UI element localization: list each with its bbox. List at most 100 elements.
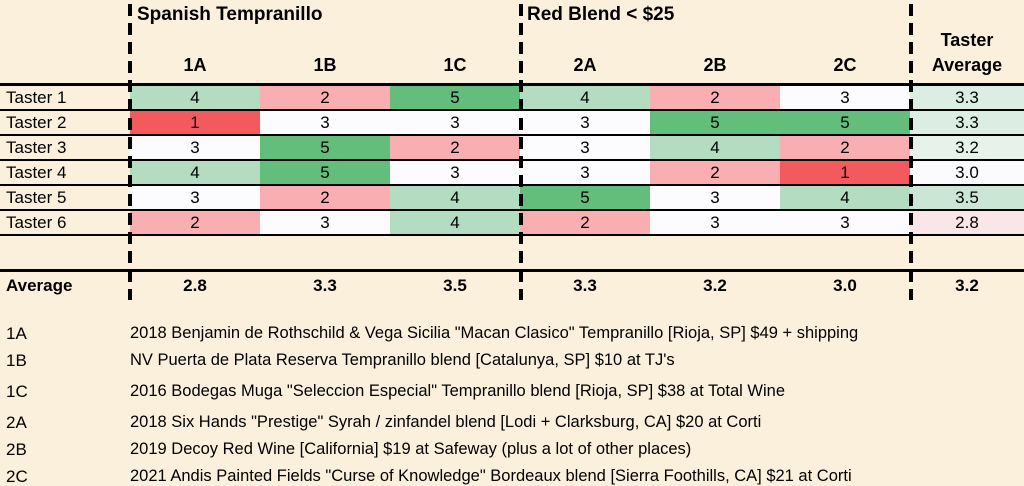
row-average-cell: 3.2	[910, 136, 1024, 159]
section-title-red-blend: Red Blend < $25	[527, 4, 675, 25]
score-cell: 3	[780, 86, 910, 109]
column-average-cell: 3.5	[443, 275, 467, 295]
taster-average-header: Taster Average	[910, 28, 1024, 78]
column-average-cell: 3.0	[833, 275, 857, 295]
score-cell: 2	[130, 211, 260, 234]
column-headers: 1A 1B 1C 2A 2B 2C	[130, 52, 910, 78]
row-average-cell: 3.5	[910, 186, 1024, 209]
row-label: Taster 3	[6, 137, 67, 157]
wine-legend: 1A 2018 Benjamin de Rothschild & Vega Sic…	[0, 320, 1024, 486]
score-cell: 1	[130, 111, 260, 134]
score-cell: 4	[780, 186, 910, 209]
table-row: Taster 6 2 3 4 2 3 3 2.8	[0, 211, 1024, 236]
legend-code-2B: 2B	[6, 439, 27, 459]
score-cell: 4	[130, 161, 260, 184]
score-cell: 5	[650, 111, 780, 134]
section-title-spanish-tempranillo: Spanish Tempranillo	[137, 4, 323, 25]
row-average-cell: 3.0	[910, 161, 1024, 184]
column-header-2C: 2C	[833, 55, 857, 75]
row-average-cell: 2.8	[910, 211, 1024, 234]
legend-description-2B: 2019 Decoy Red Wine [California] $19 at …	[130, 440, 692, 458]
row-label: Taster 4	[6, 162, 67, 182]
row-average-cell: 3.3	[910, 86, 1024, 109]
score-cell: 5	[260, 161, 390, 184]
legend-description-1B: NV Puerta de Plata Reserva Tempranillo b…	[130, 351, 675, 369]
average-row-separator	[0, 269, 1024, 272]
row-average-cell: 3.3	[910, 111, 1024, 134]
legend-description-2A: 2018 Six Hands "Prestige" Syrah / zinfan…	[130, 413, 762, 431]
table-row: Taster 1 4 2 5 4 2 3 3.3	[0, 86, 1024, 111]
legend-row: 1A 2018 Benjamin de Rothschild & Vega Sic…	[0, 320, 1024, 347]
score-cell: 4	[520, 86, 650, 109]
column-average-cell: 3.2	[703, 275, 727, 295]
legend-code-1C: 1C	[6, 381, 28, 401]
column-header-1A: 1A	[183, 55, 207, 75]
legend-code-1B: 1B	[6, 350, 27, 370]
row-label: Taster 1	[6, 87, 67, 107]
section-divider-dashed-line-2	[519, 4, 523, 300]
score-cell: 3	[650, 186, 780, 209]
section-divider-dashed-line-3	[909, 4, 913, 300]
score-cell: 3	[130, 136, 260, 159]
row-label: Taster 5	[6, 187, 67, 207]
row-label: Taster 6	[6, 212, 67, 232]
legend-code-2A: 2A	[6, 412, 27, 432]
score-cell: 5	[780, 111, 910, 134]
score-cell: 4	[650, 136, 780, 159]
score-cell: 5	[390, 86, 520, 109]
row-label: Taster 2	[6, 112, 67, 132]
column-header-1C: 1C	[443, 55, 467, 75]
legend-row: 1B NV Puerta de Plata Reserva Tempranillo…	[0, 347, 1024, 374]
legend-row: 2C 2021 Andis Painted Fields "Curse of Kn…	[0, 463, 1024, 486]
score-cell: 2	[650, 86, 780, 109]
score-cell: 3	[520, 111, 650, 134]
score-cell: 4	[390, 186, 520, 209]
score-rows: Taster 1 4 2 5 4 2 3 3.3 Taster 2 1 3 3 3 5 5 3.3 Taster…	[0, 83, 1024, 236]
legend-description-1A: 2018 Benjamin de Rothschild & Vega Sicil…	[130, 324, 859, 342]
score-cell: 3	[130, 186, 260, 209]
column-average-cell: 3.3	[573, 275, 597, 295]
column-average-cell: 3.3	[313, 275, 337, 295]
average-row-label: Average	[6, 275, 73, 295]
taster-average-header-line2: Average	[931, 55, 1003, 75]
score-cell: 5	[520, 186, 650, 209]
score-cell: 3	[520, 136, 650, 159]
column-header-2B: 2B	[703, 55, 727, 75]
column-average-cell: 2.8	[183, 275, 207, 295]
table-row: Taster 4 4 5 3 3 2 1 3.0	[0, 161, 1024, 186]
taster-average-header-line1: Taster	[940, 30, 994, 50]
legend-description-1C: 2016 Bodegas Muga "Seleccion Especial" T…	[130, 382, 785, 400]
score-cell: 3	[520, 161, 650, 184]
legend-row: 2A 2018 Six Hands "Prestige" Syrah / zinf…	[0, 409, 1024, 436]
score-cell: 2	[260, 186, 390, 209]
score-cell: 3	[780, 211, 910, 234]
column-header-2A: 2A	[573, 55, 597, 75]
table-row: Taster 2 1 3 3 3 5 5 3.3	[0, 111, 1024, 136]
average-row: Average 2.8 3.3 3.5 3.3 3.2 3.0 3.2	[0, 272, 1024, 299]
overall-average-cell: 3.2	[955, 275, 979, 295]
column-header-1B: 1B	[313, 55, 337, 75]
score-cell: 2	[520, 211, 650, 234]
score-cell: 2	[390, 136, 520, 159]
score-cell: 3	[390, 161, 520, 184]
section-divider-dashed-line-1	[128, 4, 132, 300]
score-cell: 1	[780, 161, 910, 184]
legend-row: 1C 2016 Bodegas Muga "Seleccion Especial"…	[0, 378, 1024, 405]
score-cell: 3	[390, 111, 520, 134]
table-row: Taster 3 3 5 2 3 4 2 3.2	[0, 136, 1024, 161]
score-cell: 5	[260, 136, 390, 159]
score-cell: 2	[780, 136, 910, 159]
score-cell: 2	[260, 86, 390, 109]
score-cell: 3	[260, 211, 390, 234]
legend-description-2C: 2021 Andis Painted Fields "Curse of Know…	[130, 467, 852, 485]
legend-code-2C: 2C	[6, 466, 28, 486]
score-cell: 3	[260, 111, 390, 134]
legend-row: 2B 2019 Decoy Red Wine [California] $19 a…	[0, 436, 1024, 463]
score-cell: 4	[390, 211, 520, 234]
score-cell: 3	[650, 211, 780, 234]
legend-code-1A: 1A	[6, 323, 27, 343]
score-cell: 4	[130, 86, 260, 109]
score-cell: 2	[650, 161, 780, 184]
table-row: Taster 5 3 2 4 5 3 4 3.5	[0, 186, 1024, 211]
